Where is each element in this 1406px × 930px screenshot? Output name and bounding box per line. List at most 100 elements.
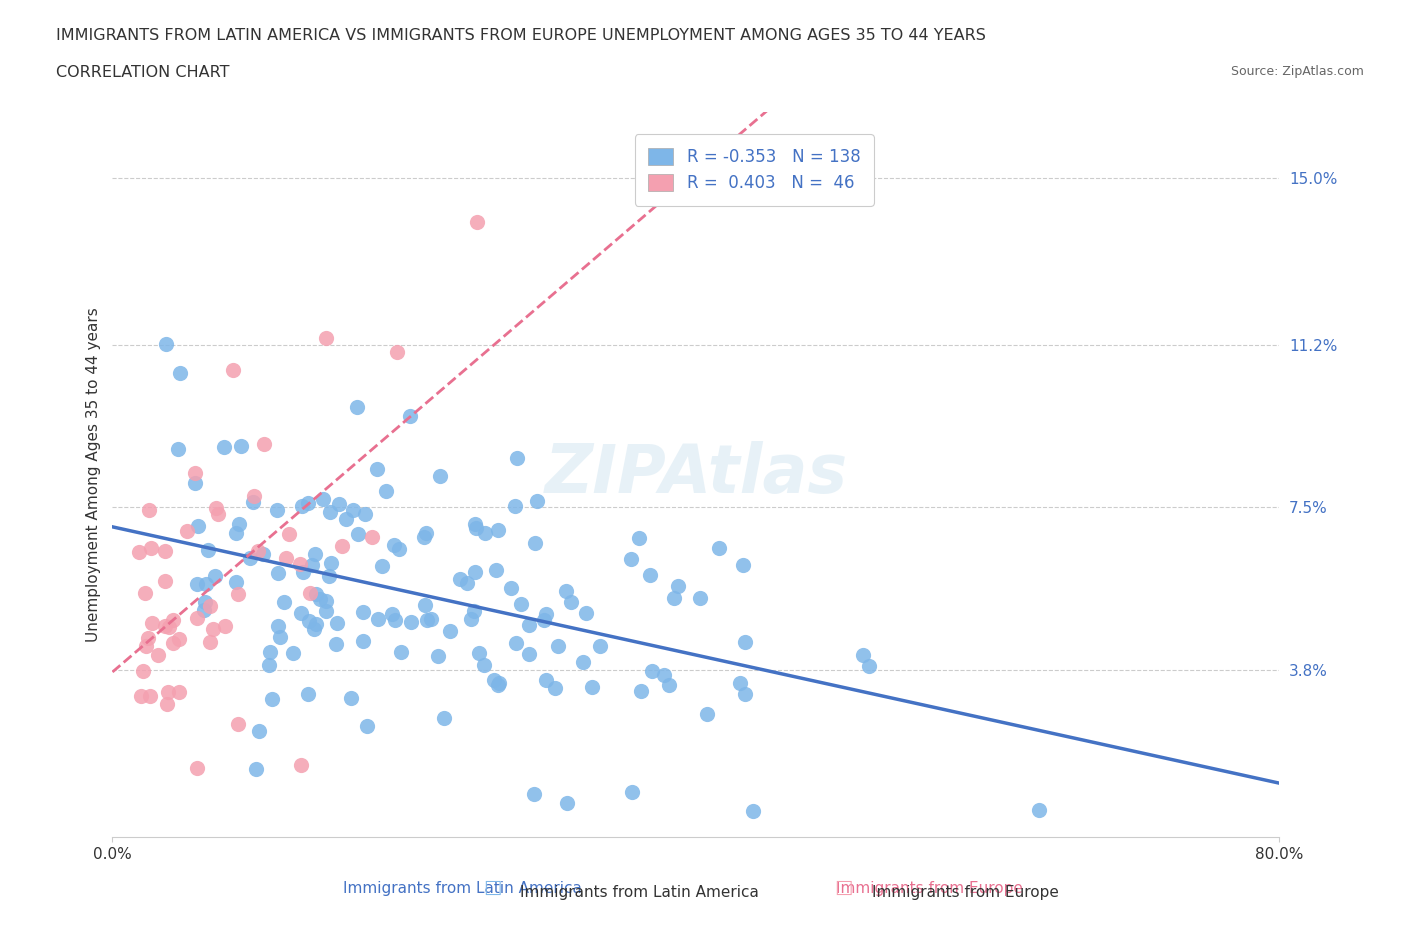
Point [662, 591, 685, 605]
Point [169, 631, 191, 646]
Point [460, 612, 482, 627]
Point [319, 555, 342, 570]
Text: CORRELATION CHART: CORRELATION CHART [56, 65, 229, 80]
Point [381, 606, 404, 621]
Point [416, 613, 439, 628]
Point [247, 724, 270, 738]
Point [155, 337, 177, 352]
Point [464, 517, 486, 532]
Point [472, 658, 495, 672]
Point [339, 691, 361, 706]
Point [305, 587, 328, 602]
Point [519, 646, 541, 661]
Point [315, 604, 337, 618]
Point [560, 595, 582, 610]
Point [273, 594, 295, 609]
Point [186, 761, 208, 776]
Point [360, 530, 382, 545]
Point [325, 636, 347, 651]
Point [242, 495, 264, 510]
Point [620, 552, 643, 567]
Point [222, 362, 245, 377]
Point [658, 677, 681, 692]
Point [429, 469, 451, 484]
Point [290, 757, 312, 772]
Point [204, 500, 226, 515]
Point [281, 645, 304, 660]
Point [505, 635, 527, 650]
Point [547, 638, 569, 653]
Point [630, 684, 652, 698]
Point [141, 616, 163, 631]
Point [325, 616, 347, 631]
Point [620, 785, 643, 800]
Point [226, 717, 249, 732]
Point [186, 519, 208, 534]
Point [463, 604, 485, 618]
Point [555, 796, 578, 811]
Point [157, 620, 180, 635]
Y-axis label: Unemployment Among Ages 35 to 44 years: Unemployment Among Ages 35 to 44 years [86, 307, 101, 642]
Point [352, 604, 374, 619]
Point [290, 606, 312, 621]
Point [239, 551, 262, 565]
Point [456, 576, 478, 591]
Point [464, 565, 486, 580]
Point [134, 586, 156, 601]
Point [328, 497, 350, 512]
Point [225, 526, 247, 541]
Text: □: □ [482, 878, 502, 897]
Point [291, 565, 314, 579]
Point [315, 593, 337, 608]
Point [204, 569, 226, 584]
Point [347, 527, 370, 542]
Point [733, 558, 755, 573]
Point [131, 664, 153, 679]
Point [266, 502, 288, 517]
Point [212, 440, 235, 455]
Point [734, 686, 756, 701]
Point [366, 461, 388, 476]
Point [309, 591, 332, 606]
Point [367, 611, 389, 626]
Point [129, 689, 152, 704]
Point [652, 668, 675, 683]
Point [638, 568, 661, 583]
Point [388, 542, 411, 557]
Point [526, 494, 548, 509]
Point [162, 612, 184, 627]
Point [214, 618, 236, 633]
Point [534, 607, 557, 622]
Point [509, 596, 531, 611]
Point [468, 645, 491, 660]
Point [412, 529, 434, 544]
Point [167, 684, 190, 699]
Point [413, 597, 436, 612]
Point [668, 578, 690, 593]
Point [342, 502, 364, 517]
Point [305, 617, 328, 631]
Point [138, 503, 160, 518]
Point [385, 345, 408, 360]
Point [291, 498, 314, 513]
Point [169, 365, 191, 380]
Point [297, 496, 319, 511]
Point [858, 659, 880, 674]
Point [128, 545, 150, 560]
Point [269, 629, 291, 644]
Text: Immigrants from Europe: Immigrants from Europe [872, 885, 1059, 900]
Point [427, 649, 450, 664]
Point [253, 436, 276, 451]
Point [311, 491, 333, 506]
Point [136, 631, 159, 645]
Text: Immigrants from Latin America: Immigrants from Latin America [520, 885, 759, 900]
Point [245, 761, 267, 776]
Point [156, 697, 179, 711]
Point [696, 707, 718, 722]
Point [297, 686, 319, 701]
Point [225, 575, 247, 590]
Point [420, 611, 443, 626]
Point [186, 577, 208, 591]
Point [302, 621, 325, 636]
Point [488, 675, 510, 690]
